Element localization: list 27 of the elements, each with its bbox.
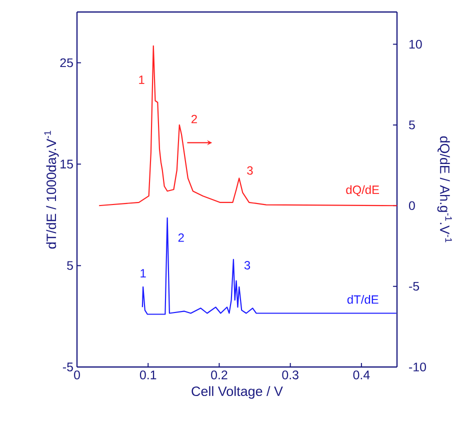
annotation: 3 [244,261,250,270]
x-axis-title: Cell Voltage / V [192,386,283,399]
y2-axis-title: dQ/dE / Ah.g$^{-1}$.V$^{-1}$ [437,136,452,242]
y2-tick-label: -5 [409,282,420,291]
annotation: 3 [247,166,253,175]
y-tick-label: 25 [60,58,73,68]
y-axis-title: dT/dE / 1000day.V$^{-1}$ [44,130,59,249]
x-tick-label: 0.2 [211,370,228,380]
series-label: dQ/dE [346,185,380,196]
series-label: dT/dE [347,294,378,304]
x-tick-label: 0.4 [353,370,370,380]
annotation: 1 [139,76,144,84]
annotation: 1 [140,269,146,278]
x-tick-label: 0.1 [140,370,156,380]
y2-tick-label: 5 [408,120,415,130]
y2-tick-label: 10 [409,40,422,49]
line-series [142,217,397,315]
line-series [98,45,398,206]
y-tick-label: -5 [62,362,73,372]
y2-tick-label: 0 [408,201,415,210]
annotation: 2 [178,233,184,242]
annotation: 2 [191,114,197,124]
y2-tick-label: -10 [409,362,426,372]
x-tick-label: 0 [74,370,80,380]
y-tick-label: 5 [67,261,73,270]
y-tick-label: 15 [60,160,73,168]
x-tick-label: 0.3 [282,370,298,380]
